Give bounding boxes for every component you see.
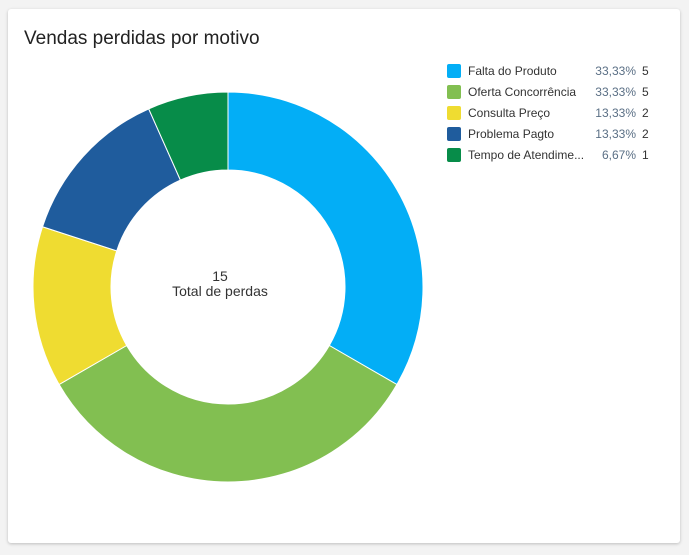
legend-label: Oferta Concorrência [468,84,577,99]
legend-swatch [447,147,461,162]
legend-count: 2 [642,105,649,120]
legend-count: 5 [642,63,649,78]
donut-center-value: 15 [212,268,228,284]
legend-label: Tempo de Atendime... [468,147,585,162]
legend-swatch [447,105,461,120]
legend-percent: 33,33% [595,63,636,78]
legend-count: 5 [642,84,649,99]
legend-item[interactable]: Consulta Preço 13,33% 2 [447,102,662,123]
legend-label: Consulta Preço [468,105,551,120]
legend-item[interactable]: Falta do Produto 33,33% 5 [447,60,662,81]
legend-count: 1 [642,147,649,162]
legend-label: Falta do Produto [468,63,557,78]
chart-legend: Falta do Produto 33,33% 5 Oferta Concorrênc… [447,60,662,165]
legend-percent: 13,33% [595,126,636,141]
legend-percent: 33,33% [595,84,636,99]
legend-item[interactable]: Tempo de Atendime... 6,67% 1 [447,144,662,165]
legend-swatch [447,126,461,141]
donut-slice[interactable] [148,91,229,181]
legend-swatch [447,63,461,78]
legend-percent: 13,33% [595,105,636,120]
legend-swatch [447,84,461,99]
chart-title: Vendas perdidas por motivo [24,28,260,49]
donut-slice[interactable] [58,344,398,483]
donut-center-label: Total de perdas [172,283,268,299]
legend-count: 2 [642,126,649,141]
legend-percent: 6,67% [601,147,636,162]
legend-item[interactable]: Problema Pagto 13,33% 2 [447,123,662,144]
chart-card: Vendas perdidas por motivo [8,9,680,543]
donut-slice[interactable] [227,91,424,386]
legend-label: Problema Pagto [468,126,555,141]
legend-item[interactable]: Oferta Concorrência 33,33% 5 [447,81,662,102]
